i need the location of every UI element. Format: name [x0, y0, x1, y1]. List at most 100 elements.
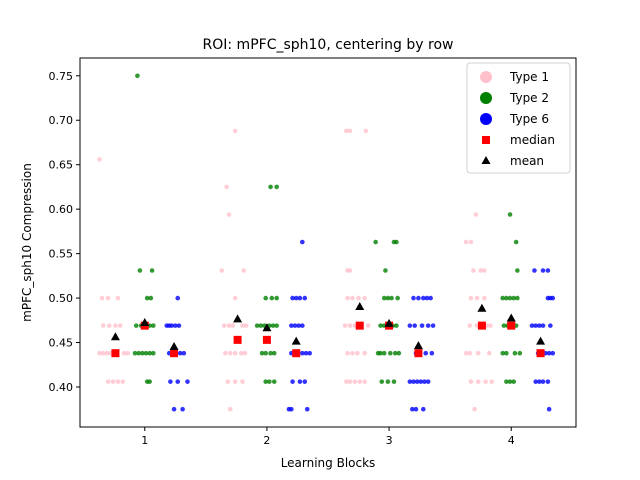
point-type6-47: [429, 350, 435, 356]
point-type1-1: [99, 295, 105, 301]
point-type6-28: [307, 350, 312, 356]
point-type6-53: [425, 379, 431, 384]
point-type1-54: [355, 350, 360, 356]
point-type2-22: [274, 295, 279, 301]
mean-marker-9: [477, 303, 487, 312]
point-type1-26: [230, 323, 236, 328]
mean-marker-6: [355, 301, 365, 310]
point-type1-39: [347, 128, 353, 134]
point-type1-32: [238, 350, 244, 356]
point-type2-58: [507, 212, 513, 217]
point-type6-14: [180, 406, 185, 412]
point-type6-41: [412, 323, 418, 328]
point-type2-62: [504, 295, 509, 301]
point-type1-42: [347, 268, 353, 273]
point-type1-35: [232, 379, 238, 384]
point-type1-31: [232, 350, 238, 356]
point-type6-22: [296, 323, 301, 328]
point-type6-38: [424, 295, 430, 301]
point-type6-76: [546, 406, 552, 412]
point-type6-31: [302, 379, 308, 384]
x-tick-label-2: 2: [263, 434, 270, 447]
point-type2-17: [147, 379, 152, 384]
median-marker-3: [233, 335, 242, 344]
point-type2-43: [395, 295, 400, 301]
point-type6-33: [289, 406, 294, 412]
point-type2-63: [507, 295, 513, 301]
point-type2-54: [396, 350, 402, 356]
mean-marker-0: [110, 332, 120, 341]
y-tick-label-6: 0.70: [49, 114, 74, 127]
point-type1-61: [473, 212, 479, 217]
point-type2-33: [263, 379, 268, 384]
point-type6-48: [407, 379, 413, 384]
median-marker-11: [536, 349, 545, 358]
point-type1-12: [121, 350, 127, 356]
point-type2-41: [385, 295, 391, 301]
point-type1-83: [472, 406, 477, 412]
point-type2-24: [258, 323, 264, 328]
point-type1-4: [100, 323, 106, 328]
point-type1-82: [489, 379, 495, 384]
point-type6-73: [537, 379, 542, 384]
legend-marker-median: [482, 136, 490, 144]
point-type1-33: [242, 350, 248, 356]
point-type6-26: [300, 350, 305, 356]
legend-label-type-1: Type 1: [509, 70, 549, 84]
point-type2-50: [378, 350, 383, 356]
point-type6-5: [176, 323, 182, 328]
point-type2-29: [259, 350, 265, 356]
point-type2-20: [263, 295, 268, 301]
point-type1-52: [345, 350, 350, 356]
point-type1-48: [347, 323, 353, 328]
point-type2-35: [271, 379, 277, 384]
mean-marker-5: [291, 336, 301, 345]
point-type1-38: [344, 128, 349, 134]
point-type2-34: [267, 379, 272, 384]
point-type1-58: [352, 379, 358, 384]
point-type1-10: [104, 350, 110, 356]
point-type6-9: [181, 350, 187, 356]
point-type6-18: [297, 295, 303, 301]
point-type1-17: [120, 379, 126, 384]
point-type6-10: [168, 379, 173, 384]
point-type2-39: [383, 268, 388, 273]
point-type1-13: [125, 350, 130, 356]
point-type2-4: [148, 295, 154, 301]
point-type1-78: [486, 350, 492, 356]
point-type6-11: [175, 379, 181, 384]
point-type2-57: [391, 379, 397, 384]
y-tick-label-3: 0.55: [49, 248, 74, 261]
point-type6-56: [420, 406, 426, 412]
y-axis-label: mPFC_sph10 Compression: [20, 163, 34, 322]
point-type1-51: [366, 323, 371, 328]
point-type1-55: [362, 350, 367, 356]
point-type1-40: [363, 128, 369, 134]
median-marker-5: [292, 349, 301, 358]
point-type2-76: [511, 379, 516, 384]
point-type6-3: [169, 323, 174, 328]
point-type2-36: [373, 239, 378, 245]
point-type2-13: [143, 350, 149, 356]
point-type1-9: [100, 350, 106, 356]
point-type1-75: [463, 350, 469, 356]
point-type2-74: [504, 379, 509, 384]
point-type6-0: [175, 295, 181, 301]
point-type1-66: [482, 268, 487, 273]
point-type6-64: [533, 323, 538, 328]
stats-layer: [110, 301, 546, 358]
median-marker-6: [355, 321, 364, 330]
point-type1-53: [350, 350, 355, 356]
point-type2-15: [151, 350, 156, 356]
point-type6-43: [425, 323, 431, 328]
legend: Type 1 Type 2 Type 6 median mean: [466, 62, 571, 174]
point-type1-68: [474, 295, 480, 301]
point-type1-21: [219, 268, 225, 273]
point-type1-60: [362, 379, 367, 384]
median-marker-4: [262, 335, 271, 344]
point-type6-34: [304, 406, 310, 412]
point-type1-29: [223, 350, 228, 356]
point-type1-70: [467, 323, 473, 328]
point-type6-16: [290, 295, 295, 301]
legend-label-type-2: Type 2: [509, 91, 549, 105]
